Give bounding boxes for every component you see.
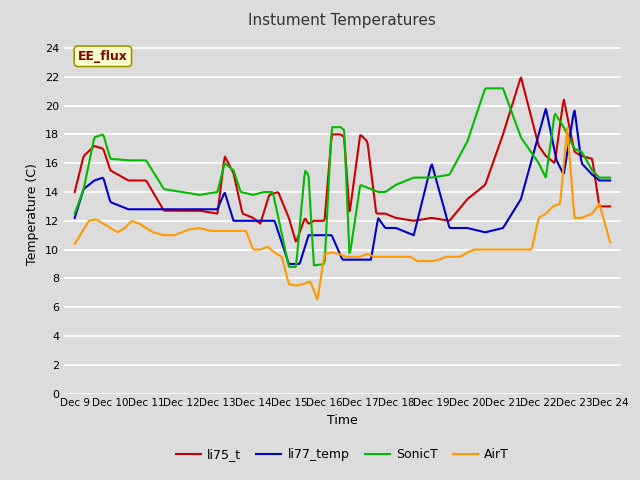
SonicT [482,85,490,91]
Line: li75_t: li75_t [75,77,610,241]
SonicT [390,183,398,189]
SonicT [285,264,293,270]
AirT [563,125,571,131]
li75_t [390,215,398,220]
Text: EE_flux: EE_flux [78,50,128,63]
Title: Instument Temperatures: Instument Temperatures [248,13,436,28]
li75_t [606,204,614,209]
Legend: li75_t, li77_temp, SonicT, AirT: li75_t, li77_temp, SonicT, AirT [171,443,514,466]
li75_t [326,151,334,157]
Line: li77_temp: li77_temp [75,109,610,264]
X-axis label: Time: Time [327,414,358,427]
AirT [330,250,337,256]
AirT [596,201,604,206]
AirT [314,297,321,302]
li77_temp [362,257,369,263]
li75_t [71,189,79,195]
AirT [326,250,334,256]
AirT [606,240,614,245]
li77_temp [390,225,398,231]
SonicT [596,175,604,180]
SonicT [71,211,79,216]
li77_temp [542,106,550,112]
li75_t [292,239,300,244]
SonicT [362,184,369,190]
li75_t [511,94,518,100]
Line: SonicT: SonicT [75,88,610,267]
li75_t [330,132,337,137]
SonicT [330,124,337,130]
SonicT [326,156,334,161]
li77_temp [596,178,604,183]
li77_temp [285,261,293,267]
AirT [71,241,79,247]
Y-axis label: Temperature (C): Temperature (C) [26,163,39,264]
li77_temp [71,215,79,221]
li77_temp [606,178,614,183]
li77_temp [330,236,337,242]
Line: AirT: AirT [75,128,610,300]
AirT [511,247,518,252]
li77_temp [326,232,334,238]
li75_t [362,137,369,143]
AirT [362,252,369,258]
SonicT [512,120,520,126]
li75_t [596,204,604,209]
li75_t [517,74,525,80]
li77_temp [511,206,518,212]
AirT [390,254,398,260]
SonicT [606,175,614,180]
